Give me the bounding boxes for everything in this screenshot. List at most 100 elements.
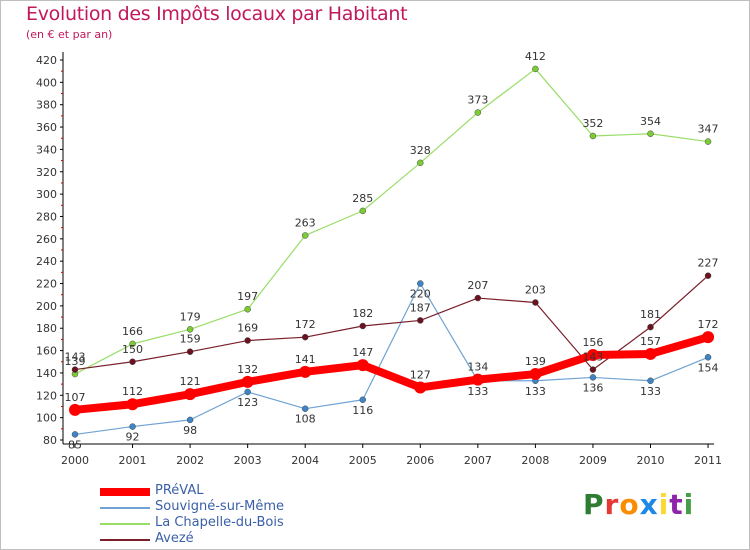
data-point (474, 109, 482, 116)
y-tick-label: 180 (36, 322, 57, 335)
data-label: 116 (352, 404, 373, 417)
legend-label: Souvigné-sur-Même (155, 499, 285, 514)
logo-letter: x (639, 488, 659, 521)
data-label: 412 (525, 50, 546, 63)
data-label: 159 (180, 333, 201, 346)
x-tick-label: 2000 (61, 454, 89, 467)
data-label: 220 (410, 288, 431, 301)
legend-label: PRéVAL (155, 483, 204, 498)
legend-label: Avezé (155, 531, 194, 546)
data-label: 263 (295, 216, 316, 229)
data-point (589, 366, 597, 373)
series-line (74, 275, 709, 371)
series-line (74, 68, 709, 375)
data-label: 134 (467, 361, 488, 374)
y-tick-label: 260 (36, 233, 57, 246)
data-point (129, 358, 136, 366)
y-tick-label: 80 (43, 434, 57, 447)
logo-letter: r (604, 488, 620, 521)
data-point (471, 373, 484, 386)
data-label: 172 (295, 318, 316, 331)
data-point (356, 359, 369, 372)
data-label: 150 (122, 343, 143, 356)
data-point (417, 280, 424, 287)
data-label: 328 (410, 144, 431, 157)
legend-label: La Chapelle-du-Bois (155, 515, 284, 530)
data-label: 139 (525, 355, 546, 368)
y-tick-label: 220 (36, 278, 57, 291)
data-point (299, 365, 312, 378)
x-tick-label: 2008 (521, 454, 549, 467)
y-tick-label: 280 (36, 210, 57, 223)
x-tick-label: 2007 (464, 454, 492, 467)
data-point (414, 381, 427, 394)
series-line (74, 282, 709, 436)
x-tick-label: 2002 (176, 454, 204, 467)
legend-swatch (100, 507, 150, 509)
data-label: 123 (237, 396, 258, 409)
data-point (126, 398, 139, 411)
data-label: 181 (640, 308, 661, 321)
data-point (129, 423, 136, 430)
data-label: 85 (68, 438, 82, 451)
y-tick-label: 420 (36, 54, 57, 67)
data-point (244, 337, 251, 344)
data-point (186, 348, 194, 355)
logo-letter: P (583, 488, 605, 521)
data-point (129, 340, 136, 348)
data-point (529, 368, 542, 381)
data-point (244, 305, 251, 313)
data-point (589, 132, 597, 140)
data-point (702, 331, 715, 344)
y-tick-label: 140 (36, 367, 57, 380)
y-tick-label: 120 (36, 389, 57, 402)
data-point (301, 333, 309, 341)
y-tick-label: 340 (36, 143, 57, 156)
data-label: 347 (698, 123, 719, 136)
data-label: 133 (640, 385, 661, 398)
data-point (301, 232, 309, 239)
data-point (417, 159, 424, 167)
data-label: 121 (180, 375, 201, 388)
data-label: 112 (122, 385, 143, 398)
y-tick-label: 200 (36, 300, 57, 313)
data-label: 143 (582, 351, 603, 364)
y-tick-label: 100 (36, 412, 57, 425)
data-label: 203 (525, 284, 546, 297)
logo-letter: i (658, 488, 670, 521)
x-tick-label: 2011 (694, 454, 722, 467)
data-label: 133 (467, 385, 488, 398)
data-label: 352 (582, 117, 603, 130)
data-point (69, 403, 81, 416)
y-tick-label: 300 (36, 188, 57, 201)
y-tick-label: 240 (36, 255, 57, 268)
data-label: 143 (65, 351, 86, 364)
data-label: 227 (698, 257, 719, 270)
data-point (532, 299, 539, 306)
y-tick-label: 320 (36, 166, 57, 179)
x-tick-label: 2005 (349, 454, 377, 467)
data-point (241, 375, 254, 388)
legend-swatch (100, 523, 150, 525)
data-label: 373 (467, 94, 488, 107)
data-label: 197 (237, 290, 258, 303)
x-tick-label: 2001 (119, 454, 147, 467)
logo-letter: i (683, 488, 695, 521)
data-point (704, 272, 712, 279)
x-tick-label: 2010 (637, 454, 665, 467)
data-label: 166 (122, 325, 143, 338)
data-label: 172 (698, 318, 719, 331)
x-tick-label: 2003 (234, 454, 262, 467)
data-label: 285 (352, 192, 373, 205)
legend-swatch (100, 488, 150, 496)
x-tick-label: 2009 (579, 454, 607, 467)
data-label: 187 (410, 301, 431, 314)
x-tick-label: 2006 (406, 454, 434, 467)
data-point (359, 322, 366, 330)
data-label: 169 (237, 322, 258, 335)
data-label: 136 (582, 381, 603, 394)
data-point (704, 354, 712, 361)
data-label: 179 (180, 310, 201, 323)
data-label: 182 (352, 307, 373, 320)
data-point (644, 347, 657, 360)
